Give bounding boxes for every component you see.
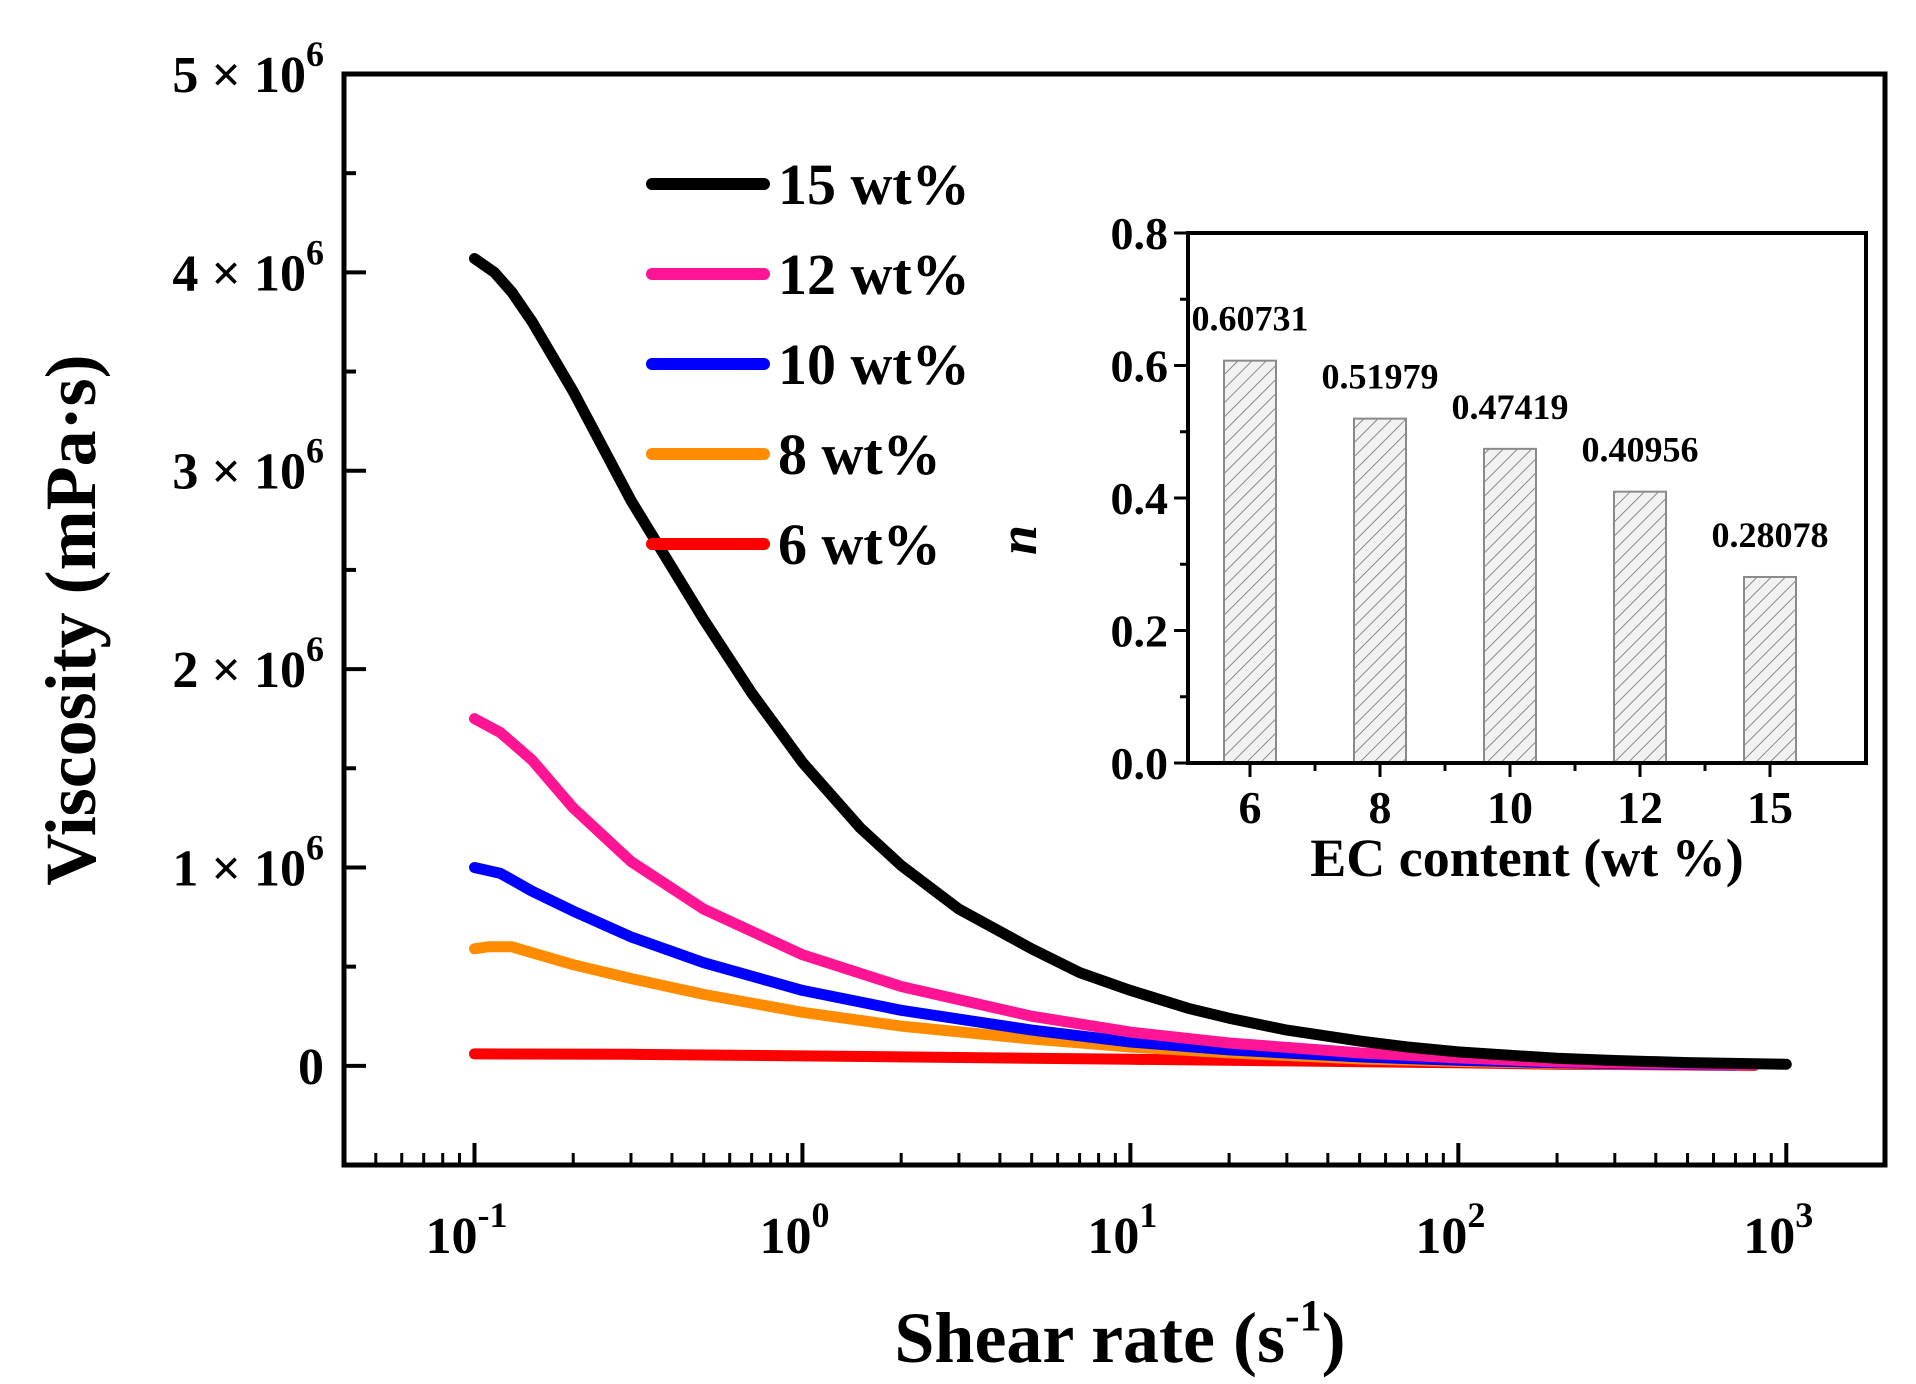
y-tick-label: 0 <box>298 1039 324 1096</box>
x-tick-label: 102 <box>1415 1195 1485 1265</box>
y-tick-exponent: 6 <box>306 629 324 669</box>
inset-bar-value-label: 0.28078 <box>1712 515 1829 555</box>
y-tick-exponent: 6 <box>306 232 324 272</box>
inset-y-axis-title: n <box>988 525 1048 555</box>
y-tick-exponent: 6 <box>306 827 324 867</box>
inset-bar-value-label: 0.51979 <box>1322 357 1439 397</box>
legend-label: 10 wt% <box>778 332 970 397</box>
inset-bar-value-label: 0.47419 <box>1452 387 1569 427</box>
inset-bar-value-label: 0.40956 <box>1582 430 1699 470</box>
y-tick-label: 2 × 106 <box>172 629 324 699</box>
y-tick-mantissa: 1 × 10 <box>172 840 306 897</box>
x-tick-base: 10 <box>759 1208 811 1265</box>
inset-bar-6 <box>1223 359 1277 764</box>
inset-y-tick-label: 0.6 <box>1111 341 1169 392</box>
x-tick-exponent: -1 <box>478 1195 508 1235</box>
x-tick-exponent: 2 <box>1467 1195 1485 1235</box>
inset-bar-value-label: 0.60731 <box>1192 299 1309 339</box>
legend-label: 15 wt% <box>778 152 970 217</box>
y-tick-label: 4 × 106 <box>172 232 324 302</box>
inset-y-tick-label: 0.2 <box>1111 606 1169 657</box>
inset-y-ticks: 0.0 0.2 0.4 0.6 0.8 <box>1111 208 1188 789</box>
y-tick-exponent: 6 <box>306 34 324 74</box>
x-axis-title-superscript: -1 <box>1285 1291 1322 1340</box>
inset-x-tick-label: 15 <box>1747 782 1793 833</box>
y-tick-label: 1 × 106 <box>172 827 324 897</box>
inset-x-tick-label: 12 <box>1617 782 1663 833</box>
x-tick-label: 100 <box>759 1195 829 1265</box>
inset-x-axis-title: EC content (wt %) <box>1310 828 1743 888</box>
x-tick-label: 101 <box>1087 1195 1157 1265</box>
inset-x-tick-label: 8 <box>1369 782 1392 833</box>
main-y-axis-title: Viscosity (mPa·s) <box>31 354 111 885</box>
y-tick-mantissa: 4 × 10 <box>172 245 306 302</box>
inset-y-tick-label: 0.4 <box>1111 473 1169 524</box>
inset-y-tick-label: 0.8 <box>1111 208 1169 259</box>
inset-bar-15 <box>1743 575 1797 765</box>
y-tick-mantissa: 5 × 10 <box>172 47 306 104</box>
inset-y-tick-label: 0.0 <box>1111 738 1169 789</box>
series-line-15-wt- <box>469 253 1792 1070</box>
inset-x-tick-label: 6 <box>1239 782 1262 833</box>
x-axis-title-main: Shear rate (s <box>894 1298 1285 1378</box>
inset-x-tick-label: 10 <box>1487 782 1533 833</box>
x-tick-base: 10 <box>426 1208 478 1265</box>
legend-label: 12 wt% <box>778 242 970 307</box>
inset-x-ticks: 6 8 10 12 15 <box>1239 763 1793 833</box>
y-tick-mantissa: 3 × 10 <box>172 444 306 501</box>
x-tick-base: 10 <box>1087 1208 1139 1265</box>
x-tick-exponent: 1 <box>1139 1195 1157 1235</box>
y-tick-label: 3 × 106 <box>172 431 324 501</box>
series-line-10-wt- <box>469 862 1741 1071</box>
legend-label: 6 wt% <box>778 512 941 577</box>
x-tick-label: 103 <box>1743 1195 1813 1265</box>
y-tick-mantissa: 2 × 10 <box>172 642 306 699</box>
y-tick-label: 5 × 106 <box>172 34 324 104</box>
main-series-group <box>469 253 1792 1071</box>
x-tick-base: 10 <box>1743 1208 1795 1265</box>
main-x-axis-title: Shear rate (s-1) <box>894 1291 1345 1378</box>
x-axis-title-close: ) <box>1322 1298 1346 1378</box>
legend-label: 8 wt% <box>778 422 941 487</box>
legend: 15 wt% 12 wt% 10 wt% 8 wt% 6 wt% <box>646 152 970 577</box>
x-tick-exponent: 3 <box>1795 1195 1813 1235</box>
y-tick-exponent: 6 <box>306 431 324 471</box>
inset-bar-10 <box>1483 447 1537 764</box>
x-tick-exponent: 0 <box>811 1195 829 1235</box>
inset-bar-8 <box>1353 417 1407 764</box>
main-x-ticks: 10-1 100 101 102 103 <box>342 1143 1887 1265</box>
inset-bars-group: 0.60731 0.51979 0.47419 0.40956 0.28078 <box>1192 299 1829 765</box>
x-tick-label: 10-1 <box>426 1195 508 1265</box>
series-line-8-wt- <box>469 941 1694 1071</box>
inset-bar-12 <box>1613 490 1667 764</box>
x-tick-base: 10 <box>1415 1208 1467 1265</box>
